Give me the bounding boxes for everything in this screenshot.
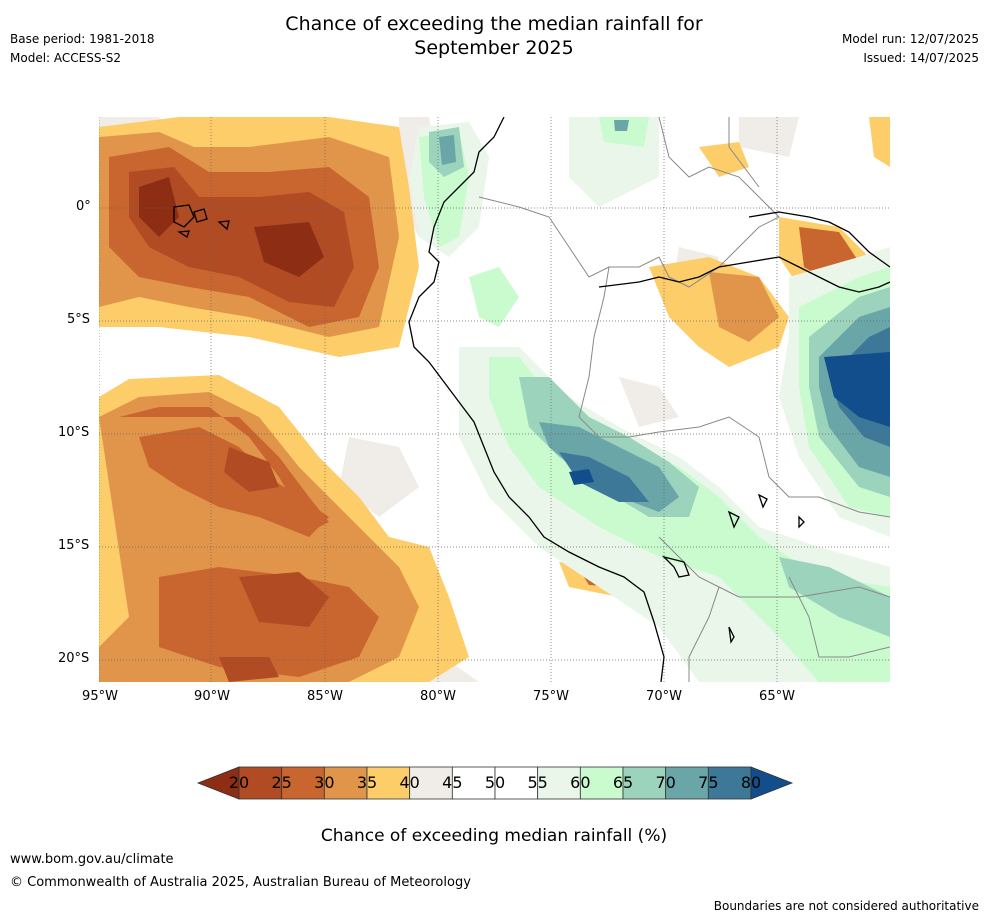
map-gridlines	[99, 117, 890, 682]
dry-region-south	[99, 375, 469, 682]
colorbar-tick-label: 50	[484, 773, 506, 792]
colorbar	[196, 766, 794, 800]
colorbar-segment	[366, 766, 411, 800]
wet-band-central	[459, 347, 890, 682]
colorbar-high-arrow	[750, 766, 794, 800]
colorbar-segment	[537, 766, 581, 800]
lat-label-0: 0°	[76, 199, 91, 214]
colorbar-segment	[281, 766, 325, 800]
colorbar-segment	[238, 766, 283, 800]
colorbar-tick-label: 35	[356, 773, 378, 792]
colorbar-label: Chance of exceeding median rainfall (%)	[320, 826, 668, 846]
model-name: Model: ACCESS-S2	[10, 51, 122, 65]
lon-label-80w: 80°W	[420, 689, 456, 704]
wet-region-north	[409, 117, 659, 327]
meta-left: Base period: 1981-2018 Model: ACCESS-S2	[10, 30, 155, 68]
lat-label-5s: 5°S	[67, 312, 91, 327]
colorbar-tick-label: 65	[612, 773, 634, 792]
coastlines	[173, 117, 890, 682]
colorbar-tick-label: 20	[228, 773, 250, 792]
rainfall-map	[99, 117, 890, 682]
colorbar-tick-label: 75	[698, 773, 719, 792]
colorbar-segments	[238, 766, 752, 800]
lat-label-20s: 20°S	[58, 651, 90, 666]
lat-label-10s: 10°S	[58, 425, 90, 440]
base-period: Base period: 1981-2018	[10, 32, 155, 46]
colorbar-segment	[323, 766, 368, 800]
colorbar-tick-label: 25	[271, 773, 292, 792]
colorbar-segment	[494, 766, 539, 800]
colorbar-tick-label: 70	[655, 773, 676, 792]
title-line-2: September 2025	[414, 37, 574, 59]
title-line-1: Chance of exceeding the median rainfall …	[285, 13, 703, 35]
lon-label-70w: 70°W	[646, 689, 682, 704]
model-run: Model run: 12/07/2025	[841, 32, 979, 46]
colorbar-tick-label: 40	[399, 773, 420, 792]
colorbar-segment	[707, 766, 752, 800]
country-borders	[478, 117, 890, 682]
colorbar-tick-label: 55	[527, 773, 548, 792]
lon-label-75w: 75°W	[533, 689, 569, 704]
colorbar-tick-label: 30	[314, 773, 335, 792]
wet-region-east	[779, 247, 890, 537]
copyright-text: © Commonwealth of Australia 2025, Austra…	[10, 875, 471, 890]
lat-label-15s: 15°S	[58, 538, 90, 553]
colorbar-tick-label: 45	[442, 773, 463, 792]
colorbar-tick-label: 60	[570, 773, 591, 792]
colorbar-segment	[665, 766, 709, 800]
dry-region-north	[99, 117, 419, 357]
lon-label-65w: 65°W	[759, 689, 795, 704]
website-link[interactable]: www.bom.gov.au/climate	[10, 852, 174, 867]
colorbar-segment	[451, 766, 496, 800]
disclaimer-text: Boundaries are not considered authoritat…	[713, 899, 979, 913]
colorbar-tick-label: 80	[740, 773, 762, 792]
lon-label-85w: 85°W	[307, 689, 343, 704]
lon-label-90w: 90°W	[194, 689, 230, 704]
issued-date: Issued: 14/07/2025	[863, 51, 979, 65]
meta-right: Model run: 12/07/2025 Issued: 14/07/2025	[842, 30, 979, 68]
map-title: Chance of exceeding the median rainfall …	[0, 12, 988, 60]
colorbar-segment	[622, 766, 667, 800]
lon-label-95w: 95°W	[82, 689, 118, 704]
